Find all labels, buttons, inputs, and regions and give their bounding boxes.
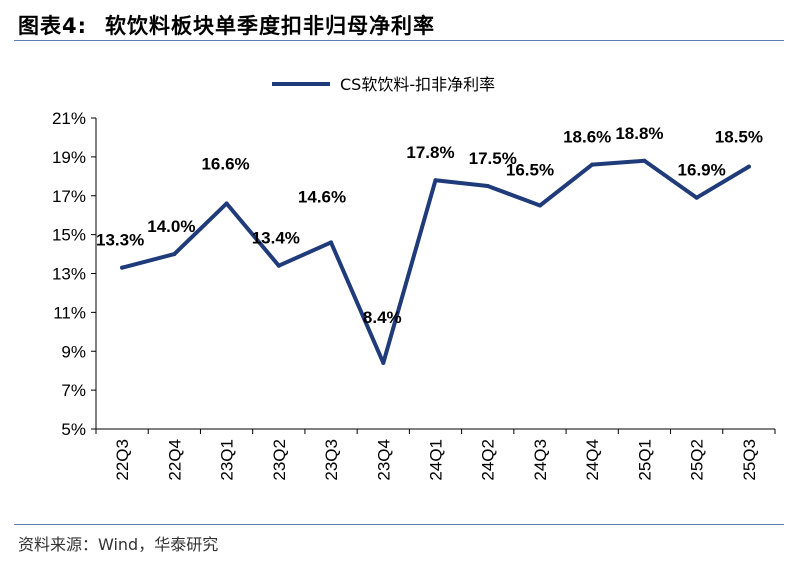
- data-point: [433, 178, 438, 183]
- data-point: [276, 263, 281, 268]
- x-tick-label: 23Q4: [374, 439, 393, 481]
- footer-divider: [14, 524, 784, 525]
- data-point: [485, 184, 490, 189]
- y-tick-label: 5%: [61, 420, 86, 439]
- y-tick-label: 21%: [52, 109, 86, 128]
- legend: CS软饮料-扣非净利率: [272, 75, 495, 94]
- x-tick-label: 24Q4: [583, 439, 602, 481]
- x-tick-label: 25Q1: [635, 439, 654, 481]
- y-tick-label: 7%: [61, 381, 86, 400]
- data-label: 16.9%: [678, 161, 726, 180]
- data-point: [329, 240, 334, 245]
- data-point: [381, 360, 386, 365]
- data-point: [537, 203, 542, 208]
- data-point: [172, 252, 177, 257]
- data-point: [224, 201, 229, 206]
- x-tick-label: 24Q1: [427, 439, 446, 481]
- figure-title: 图表4: 软饮料板块单季度扣非归母净利率: [18, 10, 435, 40]
- data-label: 14.0%: [147, 217, 195, 236]
- x-tick-label: 25Q3: [740, 439, 759, 481]
- x-tick-label: 24Q2: [479, 439, 498, 481]
- data-label: 18.8%: [615, 124, 663, 143]
- data-label: 18.5%: [715, 128, 763, 147]
- x-tick-label: 25Q2: [688, 439, 707, 481]
- x-tick-label: 22Q4: [165, 439, 184, 481]
- y-tick-label: 13%: [52, 265, 86, 284]
- y-tick-label: 11%: [53, 303, 86, 322]
- source-note: 资料来源：Wind，华泰研究: [18, 535, 219, 554]
- data-label: 18.6%: [563, 128, 611, 147]
- figure-number: 图表4:: [18, 14, 88, 38]
- axes: 5% 7% 9% 11% 13% 15% 17% 19% 21% 22Q3 22Q4 23Q1 23Q2…: [52, 109, 776, 481]
- x-tick-label: 24Q3: [531, 439, 550, 481]
- data-point: [694, 195, 699, 200]
- y-tick-label: 19%: [52, 148, 86, 167]
- data-label: 17.8%: [406, 143, 454, 162]
- data-label: 13.4%: [252, 229, 300, 248]
- data-point: [642, 158, 647, 163]
- y-tick-label: 9%: [61, 342, 86, 361]
- data-label: 8.4%: [363, 308, 402, 327]
- plot-area: 13.3%14.0%16.6%13.4%14.6%8.4%17.8% 17.5%1…: [96, 124, 763, 365]
- data-point: [590, 162, 595, 167]
- y-tick-label: 15%: [52, 226, 86, 245]
- y-tick-label: 17%: [52, 187, 86, 206]
- x-tick-label: 23Q2: [270, 439, 289, 481]
- figure-title-text: 软饮料板块单季度扣非归母净利率: [105, 14, 436, 38]
- data-point: [746, 164, 751, 169]
- data-label: 16.5%: [506, 160, 554, 179]
- data-point: [120, 265, 125, 270]
- data-label: 14.6%: [298, 187, 346, 206]
- data-label: 16.6%: [201, 155, 249, 174]
- data-label: 13.3%: [96, 231, 144, 250]
- title-divider: [14, 40, 784, 41]
- legend-label: CS软饮料-扣非净利率: [340, 75, 495, 94]
- x-tick-label: 22Q3: [113, 439, 132, 481]
- x-tick-label: 23Q1: [218, 439, 237, 481]
- data-label: 17.5%: [469, 149, 517, 168]
- series-line: [120, 158, 751, 365]
- x-tick-label: 23Q3: [322, 439, 341, 481]
